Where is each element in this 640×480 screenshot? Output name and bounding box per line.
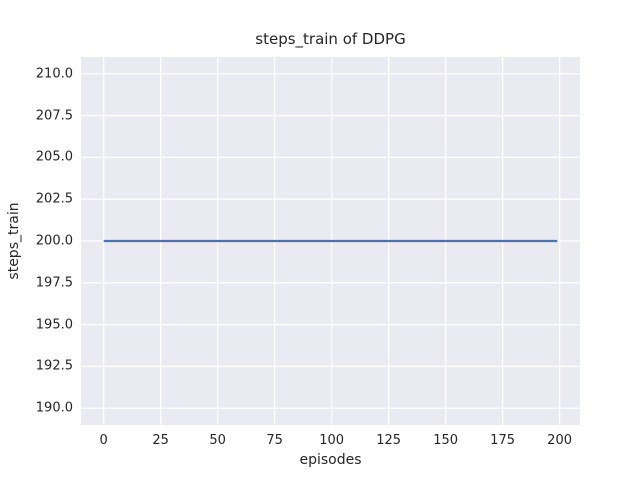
x-tick-label: 175 <box>490 433 516 448</box>
y-tick-label: 195.0 <box>35 317 73 333</box>
plot-area <box>81 57 580 425</box>
y-tick-label: 202.5 <box>35 191 73 207</box>
y-axis-label: steps_train <box>6 202 22 280</box>
x-axis-label: episodes <box>299 452 362 468</box>
x-tick-label: 200 <box>547 433 573 448</box>
x-tick-label: 75 <box>266 433 283 448</box>
x-tick-label: 50 <box>209 433 226 448</box>
y-tick-label: 207.5 <box>35 108 73 124</box>
x-tick-label: 25 <box>152 433 169 448</box>
x-tick-label: 125 <box>376 433 402 448</box>
y-tick-label: 200.0 <box>35 233 73 249</box>
x-tick-label: 100 <box>319 433 345 448</box>
x-tick-label: 150 <box>433 433 459 448</box>
y-tick-label: 205.0 <box>35 149 73 165</box>
x-tick-label: 0 <box>99 433 108 448</box>
y-tick-label: 192.5 <box>35 358 73 374</box>
chart-title: steps_train of DDPG <box>255 30 406 48</box>
y-tick-label: 190.0 <box>35 400 73 416</box>
y-tick-label: 210.0 <box>35 66 73 82</box>
y-tick-label: 197.5 <box>35 275 73 291</box>
